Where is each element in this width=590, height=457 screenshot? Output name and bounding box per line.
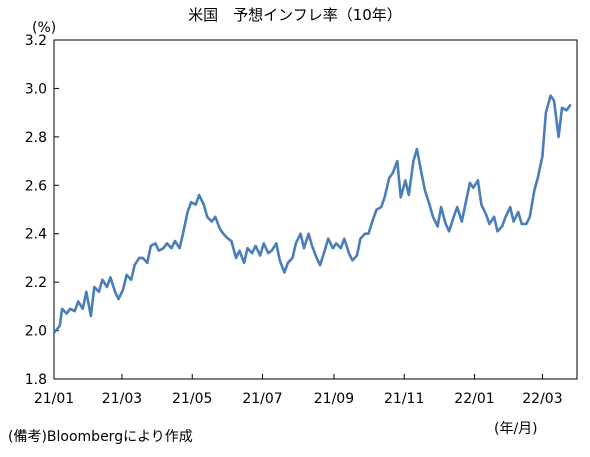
- y-tick-label: 3.0: [25, 81, 47, 97]
- y-tick-label: 2.2: [25, 275, 47, 291]
- y-axis-unit: (%): [32, 20, 56, 36]
- y-tick-label: 1.8: [25, 372, 47, 388]
- x-tick-label: 21/05: [172, 391, 212, 407]
- source-note: (備考)Bloombergにより作成: [8, 429, 193, 445]
- plot-frame: [53, 39, 578, 380]
- x-tick-label: 21/03: [102, 391, 142, 407]
- y-tick-label: 3.2: [25, 33, 47, 49]
- series-line: [52, 94, 572, 335]
- chart-title: 米国 予想インフレ率（10年）: [188, 6, 402, 24]
- x-axis-unit: (年/月): [494, 421, 538, 437]
- x-tick-label: 22/01: [454, 391, 494, 407]
- y-tick-label: 2.0: [25, 324, 47, 340]
- x-tick-label: 21/07: [242, 391, 282, 407]
- y-tick-label: 2.4: [25, 227, 47, 243]
- x-tick-label: 21/09: [314, 391, 354, 407]
- y-tick-label: 2.6: [25, 178, 47, 194]
- plot-area: [52, 94, 572, 335]
- y-tick-label: 2.8: [25, 130, 47, 146]
- x-tick-label: 22/03: [522, 391, 562, 407]
- x-tick-label: 21/11: [384, 391, 424, 407]
- x-tick-label: 21/01: [34, 391, 74, 407]
- y-axis: 1.8 2.0 2.2 2.4 2.6 2.8 3.0 3.2: [25, 33, 59, 388]
- x-axis: 21/01 21/03 21/05 21/07 21/09 21/11 22/01 22/03: [34, 374, 563, 407]
